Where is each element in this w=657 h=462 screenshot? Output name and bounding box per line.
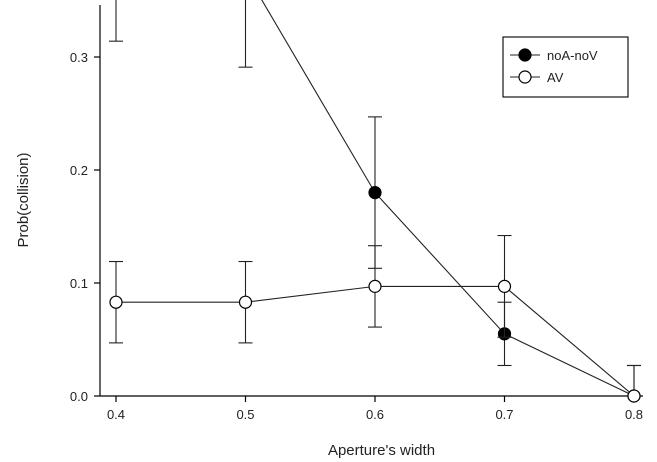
x-tick-label: 0.8 bbox=[625, 407, 643, 422]
x-axis-title: Aperture's width bbox=[328, 442, 435, 459]
legend-box bbox=[502, 36, 629, 98]
data-point bbox=[627, 389, 641, 403]
x-tick-label: 0.6 bbox=[366, 407, 384, 422]
legend-item: noA-noV bbox=[510, 48, 598, 63]
data-point bbox=[497, 279, 512, 293]
axes: 0.40.50.60.70.80.00.10.20.30.40.5 bbox=[70, 5, 643, 422]
legend-item: AV bbox=[510, 70, 564, 85]
y-axis-title: Prob(collision) bbox=[15, 152, 32, 247]
y-tick-label: 0.1 bbox=[70, 276, 88, 291]
y-tick-label: 0.3 bbox=[70, 50, 88, 65]
legend-label: AV bbox=[547, 70, 564, 85]
x-tick-label: 0.4 bbox=[107, 407, 125, 422]
series-layer bbox=[109, 0, 641, 403]
y-tick-label: 0.2 bbox=[70, 163, 88, 178]
data-point bbox=[368, 186, 382, 200]
x-tick-label: 0.5 bbox=[236, 407, 254, 422]
legend: noA-noV AV bbox=[502, 36, 629, 98]
legend-label: noA-noV bbox=[547, 48, 598, 63]
series-AV bbox=[109, 234, 641, 403]
data-point bbox=[109, 295, 123, 309]
y-tick-label: 0.0 bbox=[70, 389, 88, 404]
legend-marker bbox=[518, 70, 532, 84]
legend-marker bbox=[518, 48, 532, 62]
data-point bbox=[238, 295, 253, 309]
x-tick-label: 0.7 bbox=[495, 407, 513, 422]
data-point bbox=[368, 279, 382, 293]
